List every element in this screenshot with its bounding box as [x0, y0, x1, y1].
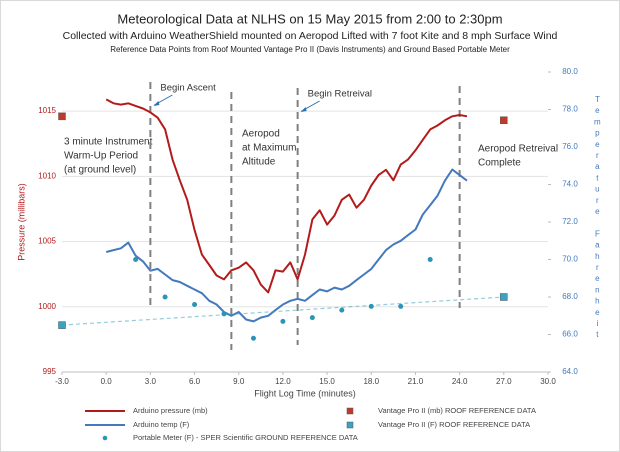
chart-subtitle: Collected with Arduino WeatherShield mou…	[63, 30, 558, 42]
data-point	[309, 315, 315, 321]
x-tick-label: 3.0	[145, 377, 157, 386]
chart-subtitle: Reference Data Points from Roof Mounted …	[110, 45, 510, 54]
legend-label: Vantage Pro II (mb) ROOF REFERENCE DATA	[378, 406, 536, 415]
annotation: Warm-Up Period	[64, 151, 138, 162]
y2-tick-label: 68.0	[562, 292, 578, 301]
data-point	[368, 303, 374, 309]
annotation: Altitude	[242, 157, 276, 168]
y2-tick-label: 72.0	[562, 217, 578, 226]
y-tick-label: 995	[43, 367, 57, 376]
legend-label: Arduino temp (F)	[133, 420, 190, 429]
y-tick-label: 1005	[38, 237, 56, 246]
y2-tick-label: 78.0	[562, 105, 578, 114]
annotations: 3 minute Instrument Warm-Up Period (at gro…	[64, 129, 558, 176]
annotation: Aeropod Retreival	[478, 144, 558, 155]
data-point	[398, 303, 404, 309]
annotation: Complete	[478, 158, 521, 169]
data-point	[500, 293, 508, 301]
annotation: at Maximum	[242, 143, 296, 154]
y2-tick-label: 74.0	[562, 180, 578, 189]
data-point	[221, 311, 227, 317]
y2-tick-label: 76.0	[562, 142, 578, 151]
chart-title: Meteorological Data at NLHS on 15 May 20…	[117, 11, 502, 26]
event-label: Begin Retreival	[308, 89, 372, 100]
y-tick-label: 1015	[38, 106, 56, 115]
legend: Arduino pressure (mb) Vantage Pro II (mb)…	[85, 406, 536, 442]
data-point	[58, 112, 66, 121]
legend-label: Arduino pressure (mb)	[133, 406, 208, 415]
y2-tick-label: 64.0	[562, 367, 578, 376]
y2-tick-label: 70.0	[562, 255, 578, 264]
data-point	[339, 307, 345, 313]
data-point	[133, 257, 139, 262]
data-point	[58, 321, 66, 329]
data-point	[162, 294, 168, 300]
x-tick-label: 6.0	[189, 377, 201, 386]
data-point	[500, 116, 508, 125]
legend-swatch	[346, 407, 354, 415]
series-line	[105, 168, 468, 323]
x-axis-label: Flight Log Time (minutes)	[254, 388, 356, 398]
y2-tick-label: 80.0	[562, 67, 578, 76]
legend-swatch	[346, 421, 354, 429]
x-tick-label: 18.0	[363, 377, 379, 386]
series-line	[105, 98, 468, 294]
legend-swatch	[102, 435, 108, 441]
data-point	[192, 302, 198, 307]
x-tick-label: 12.0	[275, 377, 291, 386]
x-tick-label: 24.0	[452, 377, 468, 386]
annotation: (at ground level)	[64, 165, 136, 176]
event-arrowhead	[153, 101, 160, 106]
x-tick-label: 30.0	[540, 377, 556, 386]
data-point	[280, 318, 286, 324]
x-tick-label: 0.0	[101, 377, 113, 386]
x-tick-label: 21.0	[408, 377, 424, 386]
x-tick-label: -3.0	[55, 377, 69, 386]
y-tick-label: 1000	[38, 302, 56, 311]
legend-label: Vantage Pro II (F) ROOF REFERENCE DATA	[378, 420, 530, 429]
annotation: 3 minute Instrument	[64, 137, 153, 148]
event-arrowhead	[300, 107, 307, 112]
event-label: Begin Ascent	[160, 83, 216, 94]
y-tick-label: 1010	[38, 171, 56, 180]
y2-tick-label: 66.0	[562, 330, 578, 339]
y-axis-label: Pressure (millibars)	[16, 183, 26, 261]
x-tick-label: 15.0	[319, 377, 335, 386]
x-tick-label: 9.0	[233, 377, 245, 386]
annotation: Aeropod	[242, 129, 280, 140]
series-line	[61, 296, 504, 326]
data-point	[250, 335, 256, 341]
legend-label: Portable Meter (F) - SPER Scientific GRO…	[133, 433, 358, 442]
data-point	[427, 257, 433, 262]
x-tick-label: 27.0	[496, 377, 512, 386]
y2-axis-label: Temperature Fahrenheit	[593, 95, 602, 341]
